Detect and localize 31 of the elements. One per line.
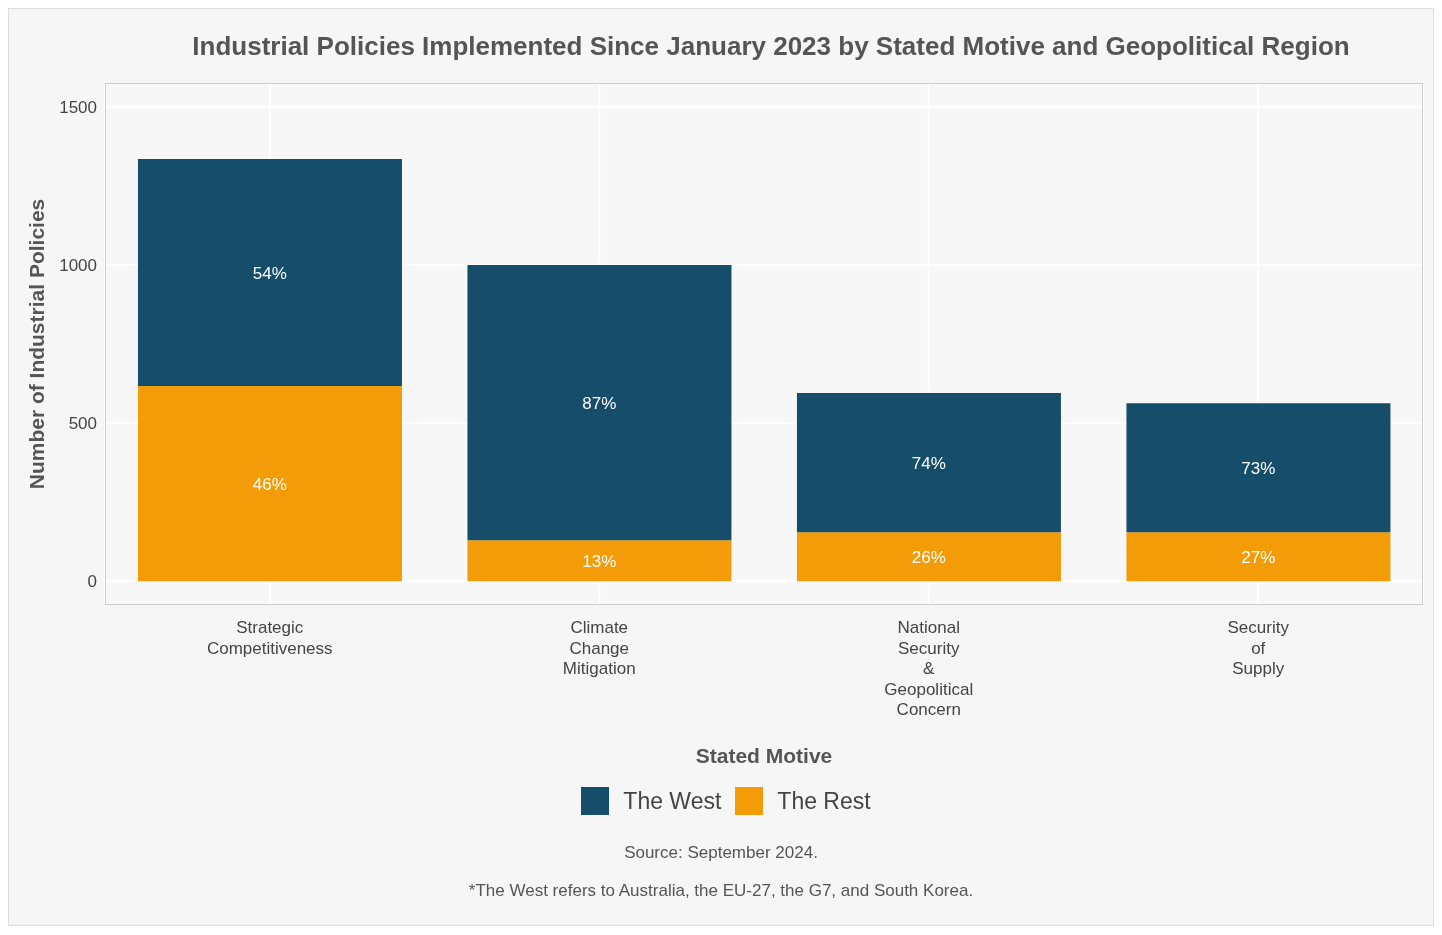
- y-axis-title: Number of Industrial Policies: [25, 198, 49, 490]
- y-tick-label: 500: [68, 414, 97, 434]
- y-tick-label: 0: [87, 572, 97, 592]
- x-tick-label: Climate Change Mitigation: [562, 618, 636, 678]
- bar: [796, 532, 1061, 582]
- annotation: 26%: [911, 547, 946, 567]
- bar: [1126, 532, 1391, 582]
- bar: [796, 393, 1061, 533]
- bar: [467, 264, 732, 541]
- legend-label: The Rest: [777, 787, 871, 815]
- y-tick-label: 1500: [59, 97, 97, 117]
- source-note: Source: September 2024.: [623, 843, 819, 863]
- x-tick-label: Security of Supply: [1227, 618, 1290, 678]
- annotation: 73%: [1241, 458, 1276, 478]
- annotation: 27%: [1241, 547, 1276, 567]
- text: *The West refers to Australia, the EU-27, the G7, and South Korea.: [467, 881, 975, 901]
- bar: [137, 386, 402, 582]
- annotation: 54%: [252, 263, 287, 283]
- legend-label: The West: [623, 787, 722, 815]
- annotation: 87%: [582, 393, 617, 413]
- annotation: 74%: [911, 453, 946, 473]
- bar: [1126, 403, 1391, 533]
- y-tick-label: 1000: [59, 255, 97, 275]
- bar: [467, 540, 732, 582]
- x-tick-label: Strategic Competitiveness: [206, 618, 333, 658]
- chart-title: Industrial Policies Implemented Since January 2023 by Stated Motive and Geopolitical Region: [191, 30, 1351, 63]
- annotation: 13%: [582, 551, 617, 571]
- annotation: 46%: [252, 474, 287, 494]
- x-axis-title: Stated Motive: [695, 744, 833, 767]
- x-tick-label: National Security & Geopolitical Concern: [884, 618, 974, 719]
- bar: [137, 158, 402, 387]
